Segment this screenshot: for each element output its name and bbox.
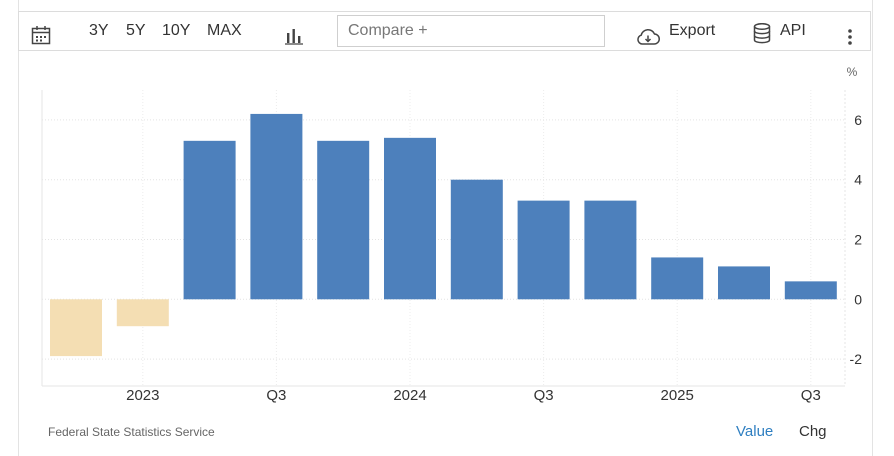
chg-toggle[interactable]: Chg [799,423,827,440]
bar-2025-q1[interactable] [651,257,704,300]
range-max-button[interactable]: MAX [207,22,242,39]
chart-grid [41,90,846,387]
x-tick-label: Q3 [534,387,554,404]
y-unit-label: % [847,65,858,79]
bar-2024-q3[interactable] [517,200,570,300]
x-tick-label: Q3 [801,387,821,404]
y-tick-label: 2 [854,231,862,247]
bar-2024-q4[interactable] [584,200,637,300]
bar-2024-q1[interactable] [384,137,436,300]
bar-chart-icon[interactable] [285,22,303,45]
range-10y-button[interactable]: 10Y [162,22,191,39]
y-tick-label: 0 [854,291,862,307]
bar-2025-q3[interactable] [784,281,837,300]
x-tick-label: 2025 [661,387,694,404]
range-5y-button[interactable]: 5Y [126,22,146,39]
y-tick-label: 4 [854,172,862,188]
bar-2025-q2[interactable] [718,266,770,300]
api-button[interactable]: API [780,22,806,39]
value-toggle[interactable]: Value [736,423,774,440]
chart-bars [50,113,837,357]
database-icon[interactable] [753,21,771,44]
bar-2023-q3[interactable] [250,113,303,300]
y-tick-label: -2 [850,351,863,367]
calendar-icon[interactable] [31,22,51,45]
y-tick-label: 6 [854,112,862,128]
bar-2023-q4[interactable] [317,140,370,300]
x-tick-label: 2023 [126,387,159,404]
compare-input[interactable] [337,15,605,47]
x-tick-label: Q3 [266,387,286,404]
bar-2024-q2[interactable] [450,179,503,300]
source-attribution: Federal State Statistics Service [48,425,215,439]
export-button[interactable]: Export [669,22,716,39]
bar-2023-q1[interactable] [116,299,169,327]
chart-toolbar: 3Y 5Y 10Y MAX Export API [18,11,871,51]
range-3y-button[interactable]: 3Y [89,22,109,39]
x-tick-label: 2024 [393,387,426,404]
bar-2023-q2[interactable] [183,140,236,300]
more-vertical-icon[interactable] [845,23,855,45]
chart-axes: -2 0 2 4 6 2023 Q3 2024 Q3 2025 Q3 [126,112,862,404]
cloud-download-icon[interactable] [635,23,661,45]
chart-frame [18,0,873,456]
bar-2022-q4[interactable] [50,299,102,357]
